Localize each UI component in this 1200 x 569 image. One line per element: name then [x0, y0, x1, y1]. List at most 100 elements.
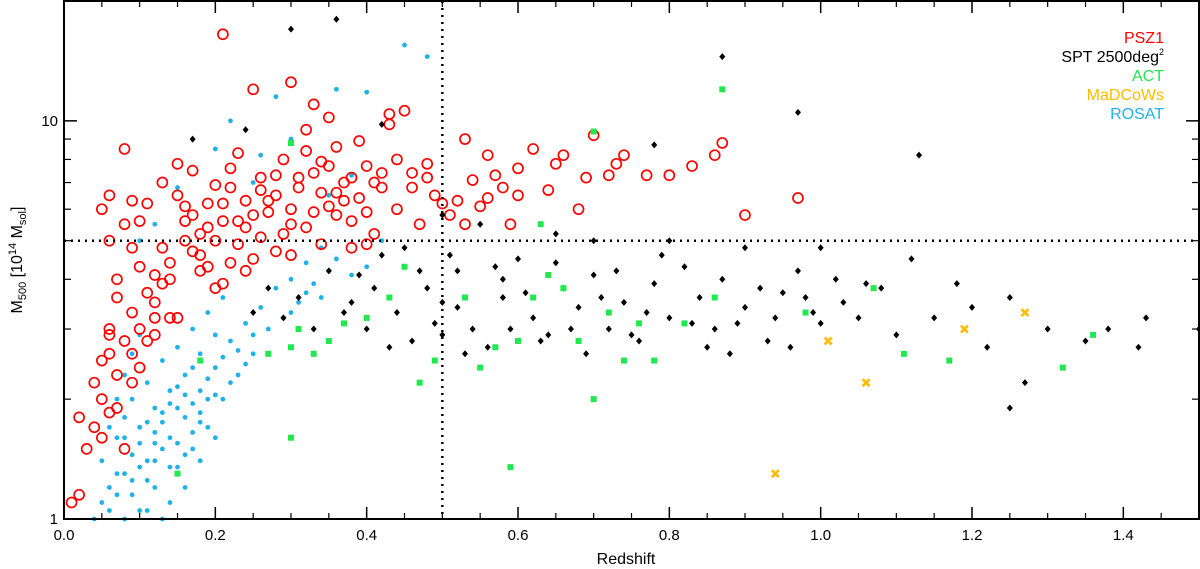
- point-rosat: [167, 500, 173, 505]
- point-psz1: [285, 203, 297, 216]
- point-psz1: [224, 162, 237, 175]
- point-psz1: [368, 176, 381, 189]
- point-spt-2500deg: [772, 314, 779, 322]
- point-rosat: [220, 295, 226, 300]
- point-spt-2500deg: [530, 314, 537, 322]
- point-rosat: [152, 430, 158, 435]
- point-act: [288, 139, 294, 146]
- point-act: [325, 337, 332, 344]
- point-psz1: [209, 282, 222, 295]
- point-psz1: [345, 215, 358, 227]
- point-rosat: [205, 310, 211, 315]
- point-spt-2500deg: [984, 343, 991, 351]
- point-psz1: [792, 192, 804, 204]
- point-rosat: [258, 152, 264, 158]
- point-spt-2500deg: [953, 280, 960, 288]
- point-rosat: [152, 458, 158, 464]
- y-axis-label-base: M: [9, 300, 26, 313]
- y-axis-label: M500 [1014 Msol]: [7, 207, 29, 314]
- point-rosat: [137, 238, 143, 244]
- point-psz1: [338, 194, 350, 207]
- point-rosat: [122, 435, 127, 441]
- point-psz1: [164, 312, 176, 324]
- point-rosat: [326, 192, 332, 198]
- point-psz1: [148, 269, 161, 281]
- point-spt-2500deg: [1143, 314, 1150, 322]
- point-spt-2500deg: [250, 309, 257, 317]
- point-psz1: [232, 238, 244, 251]
- point-spt-2500deg: [265, 284, 272, 292]
- point-rosat: [250, 351, 256, 357]
- point-spt-2500deg: [651, 141, 658, 149]
- point-psz1: [428, 189, 441, 202]
- point-psz1: [209, 234, 222, 247]
- point-spt-2500deg: [916, 151, 923, 159]
- point-spt-2500deg: [545, 331, 552, 339]
- point-psz1: [148, 329, 161, 341]
- point-rosat: [288, 310, 294, 315]
- point-spt-2500deg: [817, 319, 824, 327]
- point-act: [401, 263, 408, 270]
- point-rosat: [311, 281, 317, 287]
- point-spt-2500deg: [931, 314, 938, 322]
- point-rosat: [318, 295, 324, 300]
- point-psz1: [497, 181, 509, 194]
- point-spt-2500deg: [1021, 379, 1028, 387]
- point-spt-2500deg: [1105, 325, 1112, 333]
- point-psz1: [247, 253, 260, 265]
- point-psz1: [141, 286, 154, 299]
- point-psz1: [186, 209, 199, 221]
- legend-entry: SPT 2500deg2: [1061, 47, 1164, 66]
- point-rosat: [159, 446, 165, 452]
- point-psz1: [103, 323, 116, 335]
- y-axis-label-mid: [10: [9, 255, 26, 282]
- point-spt-2500deg: [757, 284, 764, 292]
- point-act: [197, 357, 204, 364]
- point-rosat: [144, 458, 150, 464]
- point-spt-2500deg: [794, 108, 801, 116]
- legend-entry: PSZ1: [1124, 30, 1164, 47]
- point-spt-2500deg: [439, 331, 446, 339]
- point-rosat: [122, 471, 127, 477]
- point-act: [636, 320, 643, 327]
- point-spt-2500deg: [356, 271, 363, 279]
- point-spt-2500deg: [620, 298, 627, 306]
- point-psz1: [179, 215, 191, 227]
- point-rosat: [273, 285, 279, 291]
- point-rosat: [265, 326, 271, 332]
- point-act: [340, 320, 347, 327]
- point-psz1: [451, 194, 464, 207]
- point-rosat: [137, 424, 143, 430]
- point-psz1: [126, 306, 138, 319]
- point-psz1: [300, 123, 312, 136]
- point-psz1: [103, 234, 116, 247]
- point-act: [590, 128, 597, 135]
- point-rosat: [175, 344, 180, 350]
- point-act: [310, 350, 317, 357]
- x-tick-label: 1.2: [962, 527, 983, 544]
- point-spt-2500deg: [401, 244, 408, 252]
- point-psz1: [254, 184, 267, 196]
- point-psz1: [459, 133, 471, 145]
- point-rosat: [152, 485, 158, 490]
- point-psz1: [88, 376, 101, 389]
- point-spt-2500deg: [598, 294, 605, 302]
- point-spt-2500deg: [469, 325, 476, 333]
- point-psz1: [126, 194, 138, 207]
- point-psz1: [542, 184, 555, 196]
- point-rosat: [349, 272, 354, 278]
- point-psz1: [111, 273, 123, 286]
- point-psz1: [239, 194, 252, 207]
- x-tick-label: 1.0: [810, 527, 831, 544]
- point-psz1: [391, 203, 403, 216]
- point-psz1: [95, 393, 108, 405]
- point-psz1: [436, 197, 449, 210]
- point-psz1: [73, 411, 85, 424]
- point-psz1: [239, 265, 252, 277]
- point-psz1: [512, 162, 524, 175]
- point-psz1: [133, 323, 146, 335]
- point-psz1: [527, 143, 539, 155]
- point-psz1: [353, 135, 365, 147]
- point-spt-2500deg: [1006, 294, 1013, 302]
